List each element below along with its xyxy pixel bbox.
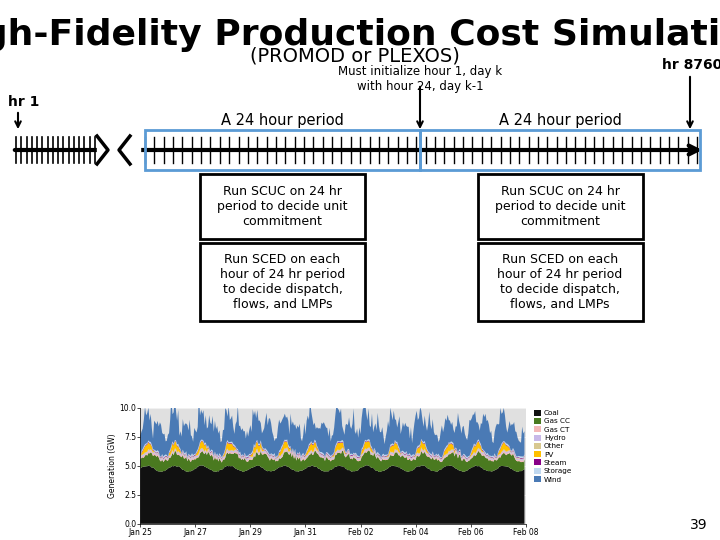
Text: Run SCED on each
hour of 24 hr period
to decide dispatch,
flows, and LMPs: Run SCED on each hour of 24 hr period to… bbox=[498, 253, 623, 311]
Legend: Coal, Gas CC, Gas CT, Hydro, Other, PV, Steam, Storage, Wind: Coal, Gas CC, Gas CT, Hydro, Other, PV, … bbox=[533, 409, 573, 483]
Bar bbox=[145, 130, 420, 170]
Bar bbox=[420, 130, 700, 170]
Text: A 24 hour period: A 24 hour period bbox=[221, 113, 344, 128]
Text: A 24 hour period: A 24 hour period bbox=[498, 113, 621, 128]
Text: Run SCED on each
hour of 24 hr period
to decide dispatch,
flows, and LMPs: Run SCED on each hour of 24 hr period to… bbox=[220, 253, 345, 311]
Text: Must initialize hour 1, day k
with hour 24, day k-1: Must initialize hour 1, day k with hour … bbox=[338, 65, 502, 93]
Text: Run SCUC on 24 hr
period to decide unit
commitment: Run SCUC on 24 hr period to decide unit … bbox=[217, 185, 348, 228]
Text: hr 1: hr 1 bbox=[8, 95, 40, 109]
Text: Run SCUC on 24 hr
period to decide unit
commitment: Run SCUC on 24 hr period to decide unit … bbox=[495, 185, 625, 228]
Text: (PROMOD or PLEXOS): (PROMOD or PLEXOS) bbox=[250, 46, 460, 65]
Bar bbox=[477, 243, 642, 321]
Bar bbox=[200, 243, 365, 321]
Text: hr 8760: hr 8760 bbox=[662, 58, 720, 72]
Y-axis label: Generation (GW): Generation (GW) bbox=[107, 434, 117, 498]
Bar bbox=[477, 174, 642, 239]
Text: High-Fidelity Production Cost Simulation: High-Fidelity Production Cost Simulation bbox=[0, 18, 720, 52]
Bar bbox=[200, 174, 365, 239]
Text: 39: 39 bbox=[690, 518, 708, 532]
